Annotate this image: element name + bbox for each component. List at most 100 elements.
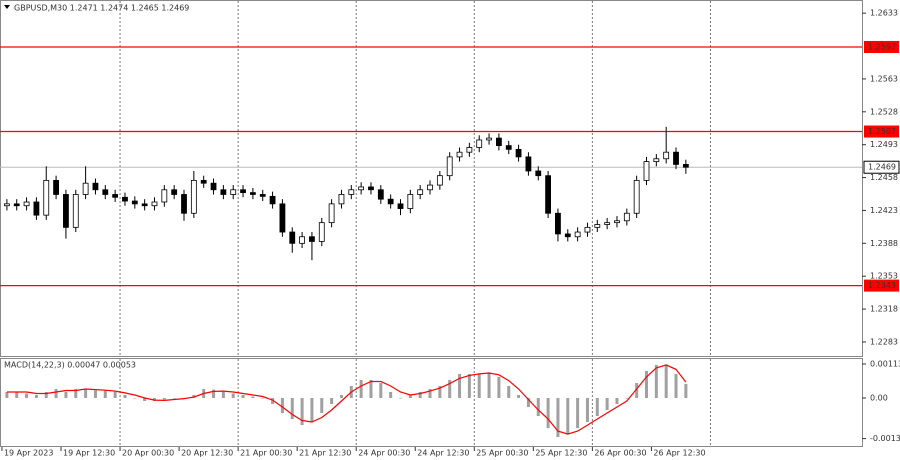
macd-bar: [458, 373, 462, 398]
candle-body: [240, 189, 246, 193]
macd-bar: [143, 397, 147, 401]
macd-bar: [684, 383, 688, 398]
y-tick-label: 1.2283: [870, 337, 898, 346]
candle-body: [13, 203, 20, 207]
candle-body: [230, 189, 237, 195]
macd-bar: [595, 397, 599, 417]
candle-body: [633, 179, 640, 214]
indicator-title: MACD(14,22,3) 0.00047 0.00053: [4, 361, 136, 370]
candle-body: [200, 179, 207, 184]
y-tick-label: 1.2318: [870, 305, 898, 314]
candle-body: [436, 175, 443, 186]
candle-body: [112, 194, 119, 198]
macd-bar: [74, 388, 78, 398]
macd-bar: [379, 382, 383, 398]
candle-body: [102, 189, 109, 195]
macd-bar: [261, 397, 265, 399]
macd-y-tick-label: 0.00: [870, 393, 888, 402]
macd-bar: [221, 391, 225, 398]
candle-body: [23, 201, 30, 207]
macd-bar: [290, 397, 294, 420]
candle-body: [259, 194, 266, 197]
x-tick-label: 24 Apr 12:30: [417, 449, 469, 458]
macd-bar: [635, 382, 639, 398]
macd-bar: [448, 379, 452, 398]
x-tick-label: 19 Apr 2023: [4, 449, 53, 458]
macd-bar: [398, 397, 402, 399]
chart-title: GBPUSD,M30 1.2471 1.2474 1.2465 1.2469: [14, 4, 189, 13]
candle-body: [279, 203, 286, 233]
candle-body: [643, 161, 650, 181]
current-price-label: 1.2469: [868, 163, 896, 172]
macd-y-tick-label: -0.00135: [870, 434, 900, 443]
candle-body: [614, 220, 620, 224]
candle-body: [348, 189, 355, 195]
candle-body: [623, 212, 630, 222]
macd-bar: [625, 397, 629, 399]
y-tick-label: 1.2388: [870, 239, 898, 248]
macd-panel: [0, 358, 863, 447]
candle-body: [141, 203, 148, 207]
candle-body: [269, 195, 276, 205]
macd-bar: [389, 391, 393, 398]
candle-body: [535, 170, 542, 177]
macd-bar: [585, 397, 589, 423]
level-label: 1.2343: [868, 281, 896, 290]
level-box: [864, 125, 899, 138]
candle-body: [43, 179, 50, 216]
macd-bar: [271, 397, 275, 405]
candle-body: [387, 198, 394, 205]
macd-bar: [64, 391, 68, 398]
macd-bar: [497, 376, 501, 398]
x-tick-label: 21 Apr 12:30: [299, 449, 351, 458]
candle-body: [574, 231, 581, 238]
candle-body: [407, 194, 414, 209]
macd-bar: [15, 391, 19, 398]
macd-bar: [339, 394, 343, 398]
candle-body: [289, 231, 296, 244]
candle-body: [3, 203, 10, 207]
y-tick-label: 1.2458: [870, 173, 898, 182]
y-tick-label: 1.2633: [870, 9, 898, 18]
candle-body: [328, 203, 335, 224]
candle-body: [564, 233, 571, 238]
candle-body: [181, 194, 187, 214]
candle-body: [63, 194, 69, 228]
macd-bar: [123, 394, 127, 398]
macd-bar: [25, 393, 29, 398]
y-tick-label: 1.2423: [870, 206, 898, 215]
candle-body: [210, 182, 217, 191]
candle-body: [318, 222, 325, 242]
candle-body: [368, 186, 374, 191]
candle-body: [190, 179, 197, 214]
macd-bar: [408, 394, 412, 398]
level-label: 1.2507: [868, 127, 896, 136]
candle-body: [476, 139, 483, 148]
candle-body: [33, 201, 40, 216]
x-tick-label: 24 Apr 00:30: [358, 449, 410, 458]
macd-bar: [654, 364, 658, 398]
candle-body: [446, 156, 453, 177]
candle-body: [417, 189, 424, 195]
macd-bar: [162, 397, 166, 400]
candle-body: [594, 224, 601, 228]
macd-bar: [133, 397, 137, 399]
x-tick-label: 26 Apr 12:30: [653, 449, 705, 458]
macd-bar: [103, 390, 107, 398]
x-tick-label: 20 Apr 12:30: [181, 449, 233, 458]
candle-body: [673, 151, 679, 165]
macd-bar: [5, 391, 9, 398]
macd-bar: [517, 394, 521, 398]
candle-body: [358, 186, 365, 191]
x-tick-label: 19 Apr 12:30: [63, 449, 115, 458]
candle-body: [53, 179, 59, 195]
candle-body: [486, 137, 492, 141]
candle-body: [555, 212, 561, 235]
macd-bar: [467, 373, 471, 398]
current-price-box: [863, 160, 900, 174]
level-label: 1.2597: [868, 42, 896, 51]
macd-bar: [487, 372, 491, 398]
x-tick-label: 21 Apr 00:30: [240, 449, 292, 458]
macd-bar: [300, 397, 304, 426]
